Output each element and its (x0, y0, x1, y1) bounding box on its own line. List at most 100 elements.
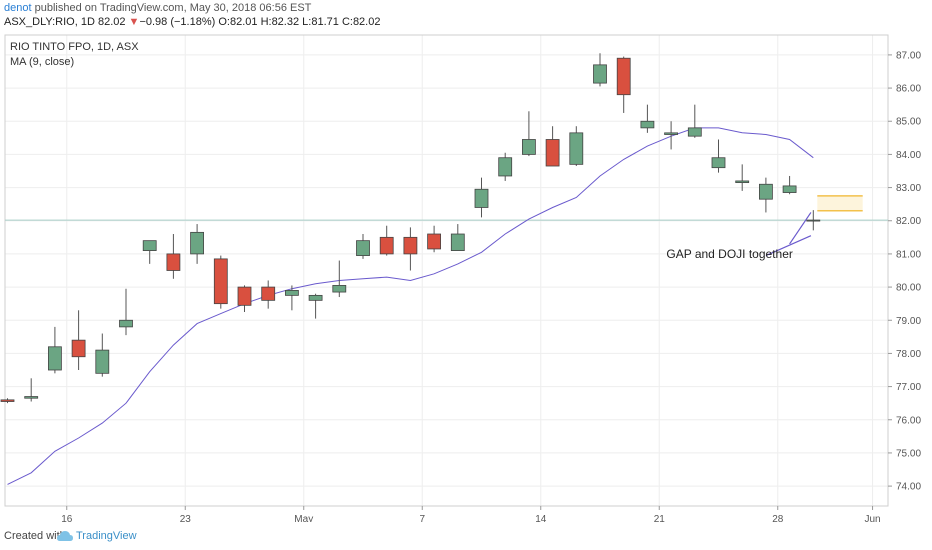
y-tick-label: 79.00 (896, 316, 921, 327)
candle[interactable] (759, 177, 773, 213)
candle[interactable] (190, 224, 205, 264)
candle[interactable] (379, 225, 394, 256)
candle-body (474, 188, 489, 208)
candle[interactable] (213, 255, 228, 309)
annotation-line (765, 235, 812, 257)
x-tick-label: 14 (535, 514, 547, 522)
candles[interactable] (0, 53, 821, 404)
gap-box (817, 195, 863, 212)
candle[interactable] (735, 164, 750, 191)
x-axis: 16 23 May 7 14 21 28 Jun (61, 506, 881, 522)
candle-body (498, 157, 513, 177)
annotation-line (789, 212, 812, 245)
candle-body (569, 132, 584, 165)
tradingview-brand[interactable]: TradingView (76, 530, 137, 542)
candle[interactable] (356, 234, 370, 259)
y-tick-label: 85.00 (896, 117, 921, 128)
footer: Created with TradingView (0, 522, 932, 550)
candle-body (759, 183, 773, 200)
moving-average (7, 127, 814, 485)
y-tick-label: 74.00 (896, 482, 921, 493)
candle-body (711, 157, 726, 169)
candle-body (664, 132, 678, 135)
candle-body (782, 185, 797, 193)
candle[interactable] (545, 126, 560, 167)
candle[interactable] (498, 152, 513, 181)
gap-box-fill (817, 195, 863, 211)
author-link[interactable]: denot (4, 2, 32, 14)
open-label: O: (218, 16, 230, 28)
candle[interactable] (427, 225, 442, 253)
candle-body (0, 399, 15, 402)
candle-body (427, 233, 442, 250)
candle[interactable] (332, 260, 347, 298)
grid (5, 35, 888, 506)
y-axis: 87.00 86.00 85.00 84.00 83.00 82.00 81.00 80.00… (888, 50, 921, 493)
y-tick-label: 75.00 (896, 448, 921, 459)
low-label: L: (302, 16, 312, 28)
candle-body (142, 240, 157, 251)
candle[interactable] (687, 104, 702, 138)
candle[interactable] (48, 326, 62, 374)
down-arrow-icon: ▼ (128, 16, 140, 28)
y-tick-label: 77.00 (896, 382, 921, 393)
x-tick-label: 23 (180, 514, 192, 522)
y-tick-label: 82.00 (896, 216, 921, 227)
candle[interactable] (593, 53, 607, 87)
chart-area[interactable]: GAP and DOJI together 87.00 86.00 85.00 84.… (0, 32, 932, 522)
candle[interactable] (261, 280, 276, 309)
published-text: published on TradingView.com, May 30, 20… (31, 2, 312, 14)
legend-series: RIO TINTO FPO, 1D, ASX (10, 41, 139, 53)
close-value: 82.02 (352, 16, 381, 28)
high-value: 82.32 (271, 16, 300, 28)
candle-body (190, 231, 205, 255)
last-price: 82.02 (97, 16, 126, 28)
x-tick-label: 16 (61, 514, 73, 522)
candle-body (379, 236, 394, 255)
candle[interactable] (616, 56, 631, 113)
candle[interactable] (806, 210, 821, 231)
candle[interactable] (782, 175, 797, 195)
candle[interactable] (640, 104, 655, 133)
candle[interactable] (0, 398, 15, 404)
candle[interactable] (95, 333, 110, 377)
candle[interactable] (71, 310, 86, 371)
candle[interactable] (308, 293, 323, 319)
candle[interactable] (711, 139, 726, 173)
candle-body (593, 64, 607, 84)
candle-body (95, 349, 110, 374)
candle-body (24, 396, 39, 399)
candle[interactable] (664, 121, 678, 150)
candle-body (356, 240, 370, 256)
candle[interactable] (450, 224, 465, 251)
low-value: 81.71 (311, 16, 339, 28)
candle-body (735, 180, 750, 184)
created-with-text: Created with (4, 530, 66, 542)
candle-body (332, 285, 347, 293)
candle-body (545, 139, 560, 167)
candle[interactable] (24, 378, 39, 402)
candle[interactable] (474, 177, 489, 218)
candle[interactable] (522, 111, 536, 157)
candle-body (308, 294, 323, 301)
publish-info: denot published on TradingView.com, May … (4, 2, 311, 15)
tradingview-cloud-icon (57, 531, 73, 541)
candle[interactable] (284, 285, 299, 311)
price-change: −0.98 (−1.18%) (139, 16, 216, 28)
y-tick-label: 83.00 (896, 183, 921, 194)
price-chart[interactable]: GAP and DOJI together 87.00 86.00 85.00 84.… (0, 32, 932, 522)
candle[interactable] (237, 285, 252, 312)
legend-ma: MA (9, close) (10, 56, 74, 68)
candle-body (687, 127, 702, 137)
candle[interactable] (569, 126, 584, 167)
candle-body (237, 286, 252, 306)
candle[interactable] (166, 234, 181, 279)
candle[interactable] (142, 240, 157, 264)
candle-body (616, 57, 631, 96)
ohlc-summary: ASX_DLY:RIO, 1D 82.02 ▼−0.98 (−1.18%) O:… (4, 16, 380, 29)
x-tick-label: 28 (772, 514, 784, 522)
candle[interactable] (119, 288, 133, 336)
candle-body (261, 286, 276, 301)
candle-body (284, 290, 299, 296)
candle[interactable] (403, 227, 418, 271)
